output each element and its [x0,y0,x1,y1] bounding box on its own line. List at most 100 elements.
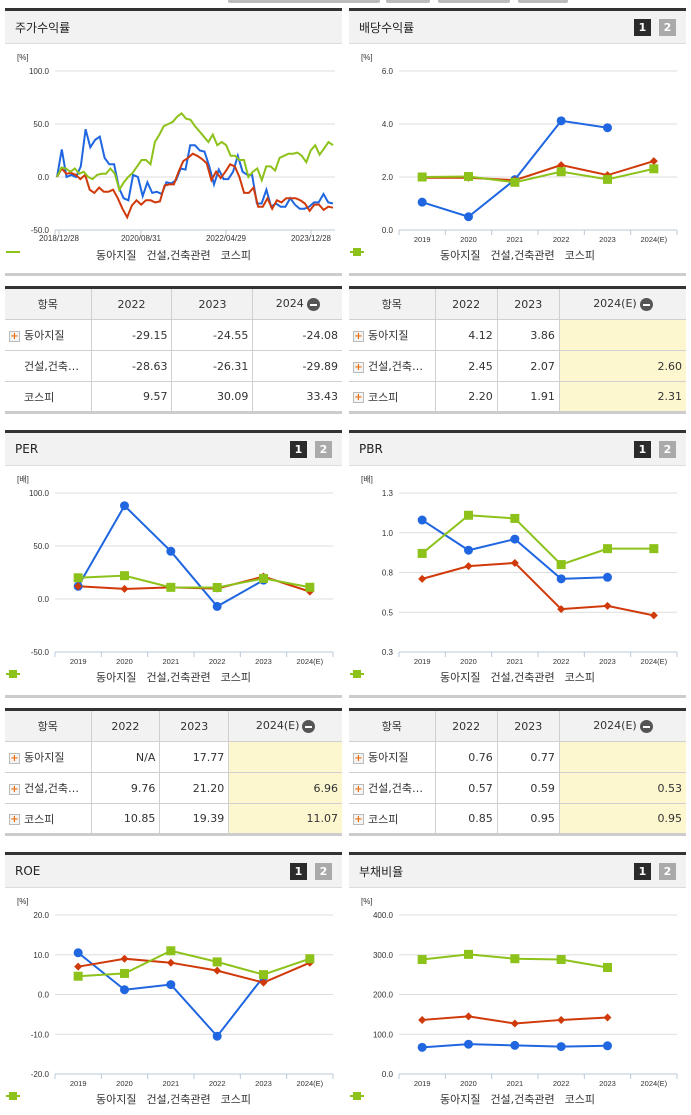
top-tab[interactable] [518,0,568,3]
square-marker[interactable] [417,955,427,965]
expand-plus-icon[interactable]: + [353,752,364,764]
legend-item[interactable]: 코스피 [350,247,595,263]
diamond-marker[interactable] [510,558,519,567]
expand-plus-icon[interactable]: + [353,814,364,825]
diamond-marker[interactable] [120,954,129,963]
circle-marker[interactable] [603,1041,612,1051]
square-marker[interactable] [120,571,129,581]
legend-item[interactable]: 코스피 [6,669,251,685]
square-marker[interactable] [166,946,176,956]
legend-item[interactable]: 동아지질 [350,669,480,685]
circle-marker[interactable] [120,985,129,995]
diamond-marker[interactable] [557,161,566,170]
circle-marker[interactable] [556,1042,566,1052]
view-1-button[interactable]: 1 [634,862,651,880]
circle-marker[interactable] [510,534,520,544]
legend-item[interactable]: 동아지질 [6,1091,136,1107]
legend-item[interactable]: 동아지질 [6,247,136,263]
circle-marker[interactable] [510,1040,520,1050]
diamond-marker[interactable] [557,605,566,614]
circle-marker[interactable] [120,501,129,511]
square-marker[interactable] [305,582,315,592]
expand-plus-icon[interactable]: + [9,814,20,825]
diamond-marker[interactable] [603,1013,612,1022]
legend-item[interactable]: 동아지질 [350,247,480,263]
diamond-marker[interactable] [557,1015,566,1024]
circle-marker[interactable] [212,1031,222,1041]
circle-marker[interactable] [556,116,566,126]
square-marker[interactable] [259,970,268,980]
square-marker[interactable] [464,949,473,959]
legend-item[interactable]: 건설,건축관련 [6,1091,211,1107]
top-tab[interactable] [438,0,510,3]
square-marker[interactable] [417,548,427,558]
circle-marker[interactable] [212,601,222,611]
view-1-button[interactable]: 1 [634,18,651,36]
expand-plus-icon[interactable]: + [9,330,20,342]
circle-marker[interactable] [166,980,176,990]
diamond-marker[interactable] [418,574,427,583]
legend-item[interactable]: 코스피 [350,669,595,685]
square-marker[interactable] [120,968,129,978]
circle-marker[interactable] [464,212,473,222]
square-marker[interactable] [417,172,427,182]
collapse-minus-icon[interactable] [639,719,653,733]
square-marker[interactable] [603,544,612,554]
circle-marker[interactable] [166,546,176,556]
square-marker[interactable] [649,544,659,554]
legend-item[interactable]: 동아지질 [350,1091,480,1107]
square-marker[interactable] [305,954,315,964]
expand-plus-icon[interactable]: + [353,392,364,403]
square-marker[interactable] [73,573,83,583]
view-1-button[interactable]: 1 [634,440,651,458]
legend-item[interactable]: 동아지질 [6,669,136,685]
diamond-marker[interactable] [213,966,222,975]
expand-plus-icon[interactable]: + [9,783,20,795]
square-marker[interactable] [73,971,83,981]
diamond-marker[interactable] [603,601,612,610]
legend-item[interactable]: 코스피 [6,247,251,263]
collapse-minus-icon[interactable] [306,297,320,311]
diamond-marker[interactable] [510,1019,519,1028]
square-marker[interactable] [556,560,566,570]
square-marker[interactable] [212,957,222,967]
circle-marker[interactable] [73,948,83,958]
view-2-button[interactable]: 2 [315,440,332,458]
diamond-marker[interactable] [259,978,268,987]
collapse-minus-icon[interactable] [302,719,316,733]
legend-item[interactable]: 건설,건축관련 [350,247,555,263]
expand-plus-icon[interactable]: + [353,783,364,795]
square-marker[interactable] [212,582,222,592]
diamond-marker[interactable] [418,1015,427,1024]
square-marker[interactable] [259,573,268,583]
square-marker[interactable] [556,167,566,177]
square-marker[interactable] [649,164,659,174]
diamond-marker[interactable] [649,157,658,166]
legend-item[interactable]: 건설,건축관련 [6,247,211,263]
square-marker[interactable] [510,513,520,523]
expand-plus-icon[interactable]: + [9,752,20,764]
expand-plus-icon[interactable]: + [353,330,364,342]
square-marker[interactable] [464,171,473,181]
view-1-button[interactable]: 1 [290,440,307,458]
top-tab[interactable] [228,0,380,3]
circle-marker[interactable] [417,515,427,525]
diamond-marker[interactable] [464,1012,473,1021]
circle-marker[interactable] [417,197,427,207]
square-marker[interactable] [556,955,566,965]
view-2-button[interactable]: 2 [315,862,332,880]
collapse-minus-icon[interactable] [639,297,653,311]
circle-marker[interactable] [603,572,612,582]
square-marker[interactable] [510,177,520,187]
top-tab[interactable] [386,0,430,3]
view-1-button[interactable]: 1 [290,862,307,880]
expand-plus-icon[interactable]: + [353,361,364,373]
square-marker[interactable] [510,954,520,964]
legend-item[interactable]: 건설,건축관련 [350,1091,555,1107]
square-marker[interactable] [603,962,612,972]
view-2-button[interactable]: 2 [659,862,676,880]
diamond-marker[interactable] [74,582,83,591]
diamond-marker[interactable] [166,958,175,967]
diamond-marker[interactable] [120,584,129,593]
view-2-button[interactable]: 2 [659,440,676,458]
